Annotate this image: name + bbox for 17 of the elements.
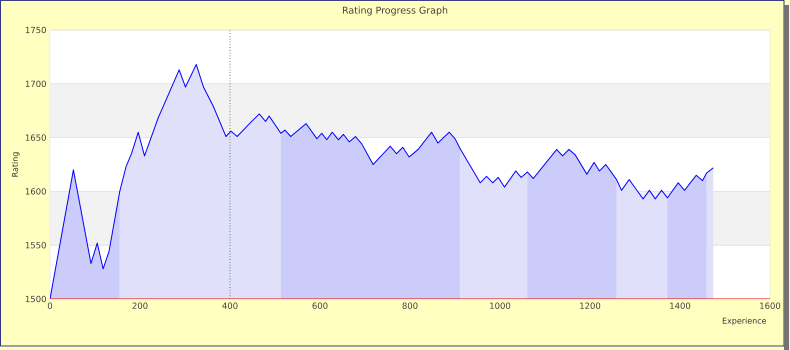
x-tick-label: 1000 — [490, 302, 510, 309]
x-tick-label: 1400 — [670, 302, 690, 309]
x-tick-label: 1200 — [580, 302, 600, 309]
y-tick-label: 1650 — [26, 134, 46, 141]
y-tick-label: 1750 — [26, 26, 46, 34]
line-series — [50, 64, 714, 299]
y-tick-label: 1550 — [26, 242, 46, 248]
x-tick-label: 800 — [402, 302, 418, 309]
x-tick-label: 0 — [48, 302, 52, 309]
x-tick-label: 600 — [312, 302, 328, 309]
x-tick-label: 200 — [132, 302, 148, 309]
y-tick-label: 1500 — [26, 296, 46, 302]
x-tick-label: 1600 — [760, 302, 780, 309]
x-tick-label: 400 — [222, 302, 238, 309]
y-tick-label: 1600 — [26, 188, 46, 195]
y-tick-label: 1700 — [26, 80, 46, 88]
chart-title: Rating Progress Graph — [342, 6, 448, 16]
